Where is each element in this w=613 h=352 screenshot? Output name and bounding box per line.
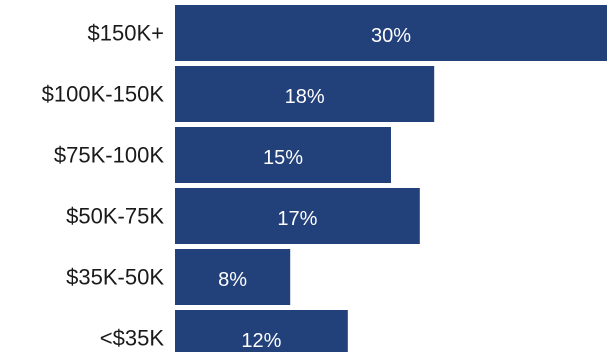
category-label-1: $100K-150K [42,82,165,107]
value-label-1: 18% [285,86,325,108]
bar-3 [175,188,420,244]
bar-4 [175,249,291,305]
value-labels: 30% 18% 15% 17% 8% 12% [218,25,411,352]
value-label-5: 12% [241,330,281,352]
value-label-0: 30% [371,25,411,47]
category-label-0: $150K+ [88,21,164,46]
category-label-3: $50K-75K [66,204,164,229]
bar-5 [175,310,348,352]
bar-0 [175,5,607,61]
value-label-4: 8% [218,269,247,291]
category-labels: $150K+ $100K-150K $75K-100K $50K-75K $35K-50… [42,21,165,351]
bar-2 [175,127,391,183]
bars-group [175,5,607,352]
bar-1 [175,66,435,122]
value-label-2: 15% [263,147,303,169]
value-label-3: 17% [277,208,317,230]
category-label-4: $35K-50K [66,265,164,290]
category-label-5: <$35K [100,326,165,351]
category-label-2: $75K-100K [54,143,164,168]
